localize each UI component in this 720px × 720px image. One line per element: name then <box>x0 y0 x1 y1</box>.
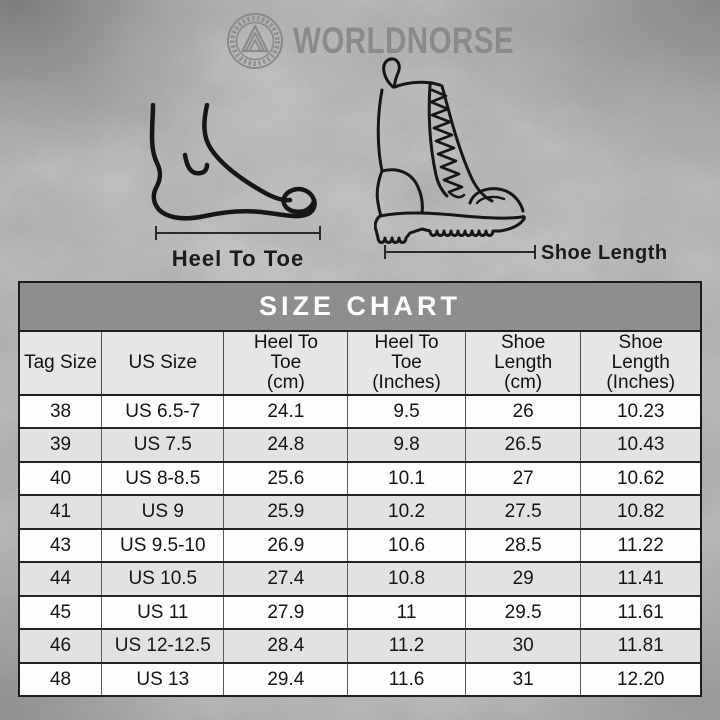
cell-heel-to-toe-cm: 27.4 <box>223 561 349 596</box>
cell-heel-to-toe-inches: 11.6 <box>347 661 466 696</box>
table-row: 43 US 9.5-10 26.9 10.6 28.5 11.22 <box>20 527 700 563</box>
cell-shoe-length-inches: 11.41 <box>580 561 700 596</box>
cell-us-size: US 7.5 <box>101 427 225 462</box>
measure-bar <box>384 251 536 253</box>
cell-us-size: US 9.5-10 <box>101 527 225 563</box>
cell-heel-to-toe-inches: 10.1 <box>347 460 466 496</box>
valknut-logo-icon <box>227 13 284 69</box>
shoe-length-measure-line <box>384 245 536 259</box>
cell-heel-to-toe-inches: 11.2 <box>347 628 466 663</box>
cell-us-size: US 8-8.5 <box>101 460 225 496</box>
cell-heel-to-toe-cm: 28.4 <box>223 628 349 663</box>
heel-to-toe-measure-line <box>155 226 321 240</box>
size-chart: SIZE CHART Tag Size US Size Heel To Toe … <box>18 281 702 698</box>
measure-tick <box>319 226 321 240</box>
cell-tag-size: 38 <box>20 393 103 429</box>
cell-shoe-length-cm: 27.5 <box>464 494 582 529</box>
foot-illustration <box>149 103 317 221</box>
cell-us-size: US 13 <box>101 661 225 696</box>
cell-shoe-length-inches: 12.20 <box>580 661 700 696</box>
cell-heel-to-toe-inches: 11 <box>347 594 466 630</box>
table-row: 45 US 11 27.9 11 29.5 11.61 <box>20 594 700 630</box>
cell-us-size: US 12-12.5 <box>101 628 225 663</box>
cell-tag-size: 44 <box>20 561 103 596</box>
heel-to-toe-label: Heel To Toe <box>171 246 305 271</box>
col-header-heel-to-toe-inches: Heel To Toe (Inches) <box>347 332 466 396</box>
table-row: 48 US 13 29.4 11.6 31 12.20 <box>20 661 700 696</box>
cell-tag-size: 43 <box>20 527 103 563</box>
cell-heel-to-toe-cm: 24.1 <box>223 393 349 429</box>
cell-tag-size: 48 <box>20 661 103 696</box>
cell-tag-size: 46 <box>20 628 103 663</box>
table-row: 40 US 8-8.5 25.6 10.1 27 10.62 <box>20 460 700 496</box>
cell-shoe-length-inches: 10.62 <box>580 460 700 496</box>
table-row: 39 US 7.5 24.8 9.8 26.5 10.43 <box>20 427 700 462</box>
col-header-heel-to-toe-cm: Heel To Toe (cm) <box>223 332 349 396</box>
cell-shoe-length-cm: 26 <box>464 393 582 429</box>
cell-us-size: US 10.5 <box>101 561 225 596</box>
cell-shoe-length-inches: 11.22 <box>580 527 700 563</box>
cell-heel-to-toe-inches: 9.5 <box>347 393 466 429</box>
cell-heel-to-toe-cm: 27.9 <box>223 594 349 630</box>
cell-shoe-length-cm: 29 <box>464 561 582 596</box>
col-header-shoe-length-cm: Shoe Length (cm) <box>464 332 582 396</box>
cell-tag-size: 40 <box>20 460 103 496</box>
cell-shoe-length-cm: 27 <box>464 460 582 496</box>
cell-heel-to-toe-cm: 25.9 <box>223 494 349 529</box>
table-row: 44 US 10.5 27.4 10.8 29 11.41 <box>20 561 700 596</box>
table-row: 46 US 12-12.5 28.4 11.2 30 11.81 <box>20 628 700 663</box>
table-row: 41 US 9 25.9 10.2 27.5 10.82 <box>20 494 700 529</box>
cell-shoe-length-inches: 10.82 <box>580 494 700 529</box>
table-row: 38 US 6.5-7 24.1 9.5 26 10.23 <box>20 393 700 429</box>
col-header-shoe-length-inches: Shoe Length (Inches) <box>580 332 700 396</box>
cell-heel-to-toe-inches: 10.2 <box>347 494 466 529</box>
cell-us-size: US 9 <box>101 494 225 529</box>
brand-logo: WORLDNORSE <box>38 12 720 70</box>
cell-us-size: US 6.5-7 <box>101 393 225 429</box>
cell-shoe-length-cm: 28.5 <box>464 527 582 563</box>
cell-shoe-length-cm: 26.5 <box>464 427 582 462</box>
cell-shoe-length-inches: 10.43 <box>580 427 700 462</box>
cell-tag-size: 39 <box>20 427 103 462</box>
col-header-us-size: US Size <box>101 332 225 396</box>
cell-heel-to-toe-cm: 25.6 <box>223 460 349 496</box>
measure-tick <box>534 245 536 259</box>
cell-heel-to-toe-cm: 24.8 <box>223 427 349 462</box>
cell-tag-size: 45 <box>20 594 103 630</box>
cell-shoe-length-inches: 11.61 <box>580 594 700 630</box>
col-header-tag-size: Tag Size <box>20 332 103 396</box>
cell-shoe-length-cm: 30 <box>464 628 582 663</box>
shoe-length-label: Shoe Length <box>541 242 668 264</box>
brand-name: WORLDNORSE <box>293 20 515 61</box>
table-body: 38 US 6.5-7 24.1 9.5 26 10.23 39 US 7.5 24.8 9.8 2… <box>20 393 700 696</box>
cell-us-size: US 11 <box>101 594 225 630</box>
size-chart-table: Tag Size US Size Heel To Toe (cm) Heel T… <box>20 332 700 696</box>
measure-bar <box>155 232 321 234</box>
cell-heel-to-toe-cm: 29.4 <box>223 661 349 696</box>
cell-shoe-length-cm: 29.5 <box>464 594 582 630</box>
cell-heel-to-toe-cm: 26.9 <box>223 527 349 563</box>
cell-shoe-length-inches: 11.81 <box>580 628 700 663</box>
cell-heel-to-toe-inches: 9.8 <box>347 427 466 462</box>
cell-heel-to-toe-inches: 10.8 <box>347 561 466 596</box>
cell-shoe-length-inches: 10.23 <box>580 393 700 429</box>
cell-tag-size: 41 <box>20 494 103 529</box>
boot-illustration <box>374 57 526 244</box>
size-chart-title: SIZE CHART <box>20 283 700 332</box>
cell-heel-to-toe-inches: 10.6 <box>347 527 466 563</box>
header-row: Tag Size US Size Heel To Toe (cm) Heel T… <box>20 332 700 396</box>
cell-shoe-length-cm: 31 <box>464 661 582 696</box>
